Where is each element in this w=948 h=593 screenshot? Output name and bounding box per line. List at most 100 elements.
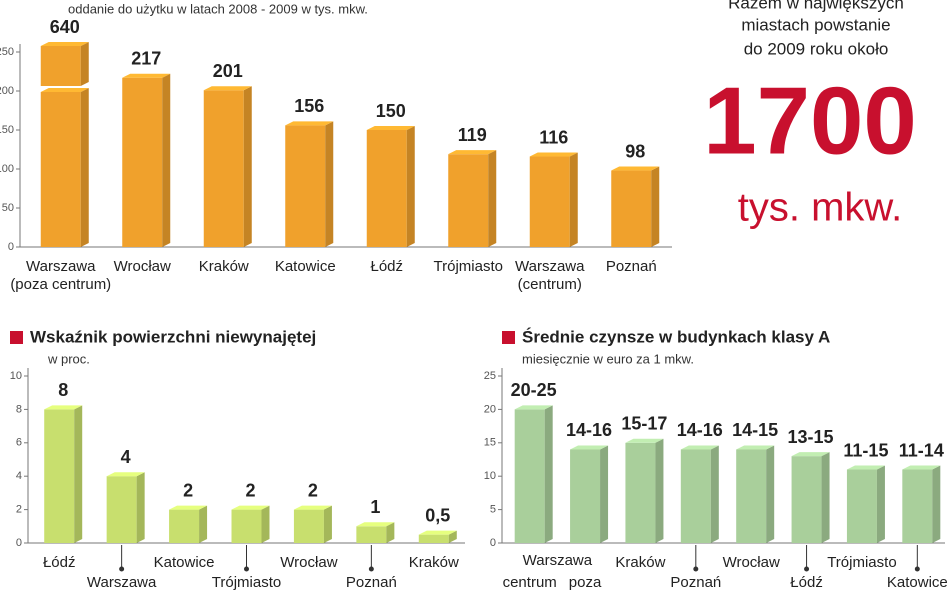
x-tick-label: Kraków (615, 554, 665, 571)
chart-subtitle: w proc. (47, 351, 90, 366)
x-tick-label: Poznań (606, 258, 657, 275)
value-label: 2 (183, 480, 193, 500)
bar-side (766, 445, 775, 543)
bar-side (199, 505, 208, 543)
bar-top (791, 452, 830, 457)
bar (680, 449, 711, 543)
bar-top (418, 530, 457, 535)
value-label: 156 (294, 96, 324, 116)
value-label: 98 (625, 141, 645, 161)
x-tick-label: Katowice (154, 554, 215, 571)
value-label: 15-17 (621, 414, 667, 434)
x-tick-label: centrum (503, 574, 557, 591)
bar-side (323, 505, 332, 543)
callout-unit: tys. mkw. (738, 186, 902, 230)
bar-top (169, 505, 208, 510)
title-marker (502, 331, 515, 344)
bar-side (386, 522, 395, 543)
bar-side (600, 445, 609, 543)
x-tick-label: Wrocław (280, 554, 337, 571)
value-label: 11-15 (843, 440, 888, 460)
bar (231, 509, 262, 543)
bar-side (710, 445, 719, 543)
bar-top (40, 88, 89, 92)
bar-side (406, 126, 415, 247)
x-tick-label: Łódź (370, 258, 403, 275)
x-tick-label: Kraków (199, 258, 249, 275)
bar (570, 449, 601, 543)
x-tick-label: Warszawa (515, 258, 585, 275)
value-label: 150 (376, 101, 406, 121)
bar-top (285, 121, 334, 126)
bar (293, 509, 324, 543)
x-tick-label: Wrocław (723, 554, 780, 571)
bar-side (876, 465, 885, 543)
y-tick-label: 0 (8, 241, 14, 253)
value-label: 116 (539, 127, 568, 147)
bar-top (902, 465, 941, 470)
bar (448, 154, 489, 247)
bar-side (243, 86, 252, 247)
bar-top (514, 405, 553, 410)
bar-top (366, 126, 415, 130)
value-label: 20-25 (511, 380, 557, 400)
callout-value: 1700 (703, 67, 917, 174)
y-tick-label: 0 (16, 537, 22, 549)
y-tick-label: 2 (16, 504, 22, 516)
pointer-dot (119, 566, 125, 572)
bar-top (203, 86, 252, 91)
bar (169, 509, 200, 543)
group-label: Warszawa (523, 552, 593, 569)
x-tick-label: Kraków (409, 554, 459, 571)
bar-top (44, 405, 83, 410)
bar-top (356, 522, 395, 527)
bar (40, 46, 81, 86)
callout-line: Razem w największych (728, 0, 904, 12)
bar (736, 449, 767, 543)
value-label: 14-16 (677, 420, 723, 440)
bar (611, 170, 652, 247)
bar (106, 476, 137, 543)
y-tick-label: 50 (2, 202, 14, 214)
pointer-dot (914, 566, 920, 572)
bar (44, 409, 75, 543)
bar (625, 442, 656, 543)
bar-side (448, 530, 457, 543)
bar-top (529, 152, 578, 157)
title-marker (10, 331, 23, 344)
value-label: 14-15 (732, 420, 778, 440)
x-tick-label: Trójmiasto (434, 258, 503, 275)
bar-top (611, 166, 660, 171)
y-tick-label: 6 (16, 437, 22, 449)
y-tick-label: 4 (16, 470, 22, 482)
chart-subtitle: oddanie do użytku w latach 2008 - 2009 w… (68, 1, 368, 16)
x-tick-label: Warszawa (87, 574, 157, 591)
chart-subtitle: miesięcznie w euro za 1 mkw. (522, 351, 694, 366)
bar-top (736, 445, 775, 450)
bar (418, 534, 449, 543)
bar-side (932, 465, 941, 543)
pointer-dot (804, 566, 810, 572)
x-tick-label: Wrocław (114, 258, 171, 275)
bar-top (625, 438, 664, 443)
value-label: 119 (458, 125, 487, 145)
value-label: 2 (245, 480, 255, 500)
x-tick-label: Poznań (346, 574, 397, 591)
x-tick-label: (centrum) (518, 276, 582, 293)
bar-side (544, 405, 553, 543)
value-label: 11-14 (899, 440, 944, 460)
x-tick-label: Katowice (887, 574, 948, 591)
bar (285, 125, 326, 247)
y-tick-label: 100 (0, 163, 14, 175)
bar (846, 469, 877, 543)
x-tick-label: Trójmiasto (212, 574, 281, 591)
value-label: 14-16 (566, 420, 612, 440)
callout-line: miastach powstanie (741, 15, 890, 34)
bar-side (325, 121, 334, 247)
bar-top (122, 73, 171, 78)
value-label: 13-15 (788, 427, 834, 447)
bar-side (136, 472, 145, 543)
bar-side (162, 73, 171, 248)
x-tick-label: Trójmiasto (827, 554, 896, 571)
